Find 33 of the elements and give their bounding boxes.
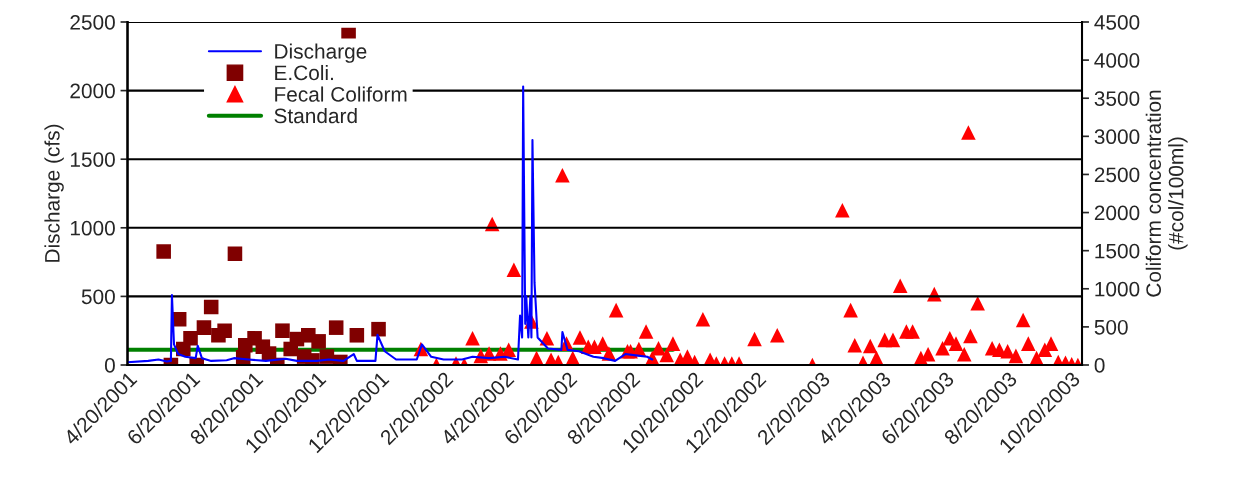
point: [227, 246, 243, 261]
y2-tick-label: 1000: [1095, 281, 1140, 297]
y2-tick-label: 3500: [1094, 91, 1140, 106]
y2-tick-label: 3000: [1094, 129, 1140, 145]
y-tick-label: 0: [104, 358, 115, 373]
y2-tick-label: 500: [1094, 319, 1128, 335]
y-tick-label: 2500: [70, 15, 115, 30]
point: [217, 323, 232, 338]
y-axis-title: Discharge (cfs): [44, 124, 64, 262]
y2-tick-label: 4500: [1094, 15, 1140, 30]
point: [203, 299, 219, 315]
legend-label: Fecal Coliform: [275, 86, 407, 102]
y2-tick-label: 0: [1094, 358, 1105, 373]
y-tick-label: 2000: [70, 83, 115, 99]
point: [156, 244, 171, 259]
point: [275, 323, 290, 338]
y-tick-label: 1500: [70, 152, 115, 167]
y-tick-label: 500: [81, 289, 115, 305]
y2-tick-label: 1500: [1095, 243, 1140, 259]
legend-label: Discharge: [275, 43, 367, 63]
y2-tick-label: 2500: [1094, 167, 1140, 183]
point: [349, 327, 365, 343]
y2-tick-label: 4000: [1094, 53, 1140, 68]
point: [311, 334, 326, 349]
y2-axis-title: Coliform concentration (#col/100ml): [1145, 90, 1188, 297]
y2-tick-label: 2000: [1094, 205, 1140, 221]
point: [183, 331, 198, 346]
legend-label: Standard: [274, 107, 357, 124]
y-tick-label: 1000: [70, 220, 115, 236]
point: [196, 320, 212, 335]
point: [371, 321, 386, 337]
point: [328, 320, 344, 335]
legend-label: E.Coli.: [275, 64, 333, 81]
